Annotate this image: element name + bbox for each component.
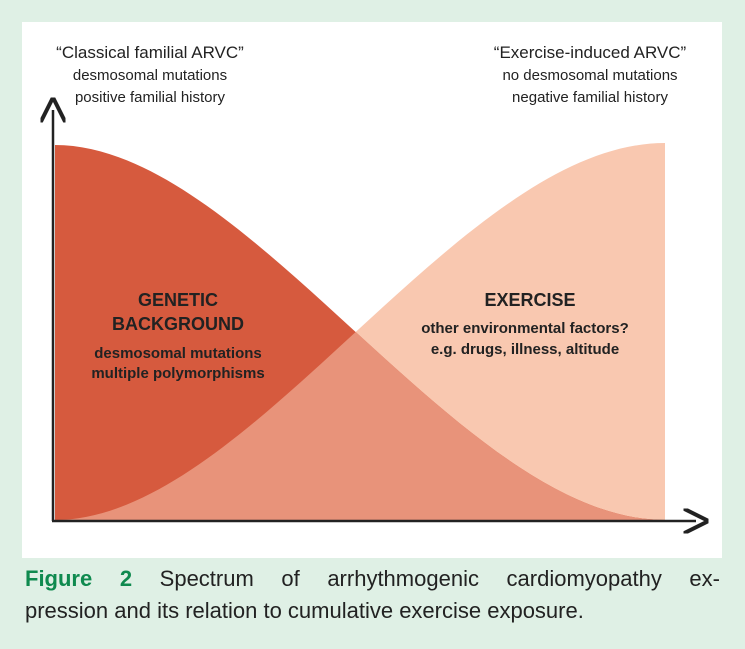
caption-line: Figure 2 Spectrum of arrhythmogenic card…	[25, 563, 720, 595]
header-line: desmosomal mutations	[73, 67, 227, 84]
header-line: negative familial history	[512, 89, 668, 106]
caption-line: pression and its relation to cumulative …	[25, 595, 720, 627]
header-line: positive familial history	[75, 89, 226, 106]
exercise-area	[55, 143, 665, 520]
region-line: desmosomal mutations	[94, 345, 262, 362]
genetic-area	[55, 145, 665, 520]
diagram: “Classical familial ARVC” desmosomal mut…	[22, 22, 722, 558]
region-title: GENETIC	[138, 290, 218, 310]
region-title: BACKGROUND	[112, 314, 244, 334]
region-title: EXERCISE	[484, 290, 575, 310]
caption-text: pression and its relation to cumulative …	[25, 598, 584, 623]
header-title: “Exercise-induced ARVC”	[494, 43, 687, 62]
region-line: e.g. drugs, illness, altitude	[431, 341, 619, 358]
region-line: other environmental factors?	[421, 320, 629, 337]
caption-text: Spectrum of arrhythmogenic cardiomyopath…	[159, 566, 720, 591]
region-line: multiple polymorphisms	[91, 365, 264, 382]
caption-label: Figure 2	[25, 566, 133, 591]
header-line: no desmosomal mutations	[502, 67, 677, 84]
header-title: “Classical familial ARVC”	[56, 43, 244, 62]
